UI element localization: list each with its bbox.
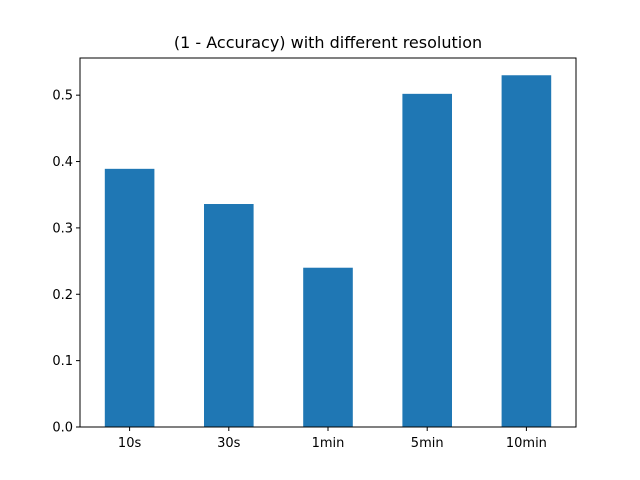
axes-frame xyxy=(79,57,577,428)
bar-30s xyxy=(204,204,254,427)
bar-10min xyxy=(501,75,552,427)
y-tick-label: 0.4 xyxy=(52,155,73,170)
x-tick-label: 1min xyxy=(312,436,345,451)
x-tick-label: 10s xyxy=(118,436,142,451)
plot-area: 0.0 0.1 0.2 0.3 0.4 0.5 10s 30s 1min 5min 10min xyxy=(52,57,577,451)
bar-10s xyxy=(104,168,155,427)
y-tick-label: 0.2 xyxy=(52,288,73,303)
y-tick-label: 0.5 xyxy=(52,89,73,104)
bar-5min xyxy=(402,93,452,427)
x-tick-label: 30s xyxy=(217,436,241,451)
y-tick-label: 0.1 xyxy=(52,354,73,369)
y-tick-label: 0.0 xyxy=(52,421,73,436)
bar-1min xyxy=(303,267,353,427)
chart-title: (1 - Accuracy) with different resolution xyxy=(174,33,482,52)
y-tick-label: 0.3 xyxy=(52,221,73,236)
x-tick-label: 5min xyxy=(411,436,444,451)
x-tick-label: 10min xyxy=(506,436,547,451)
